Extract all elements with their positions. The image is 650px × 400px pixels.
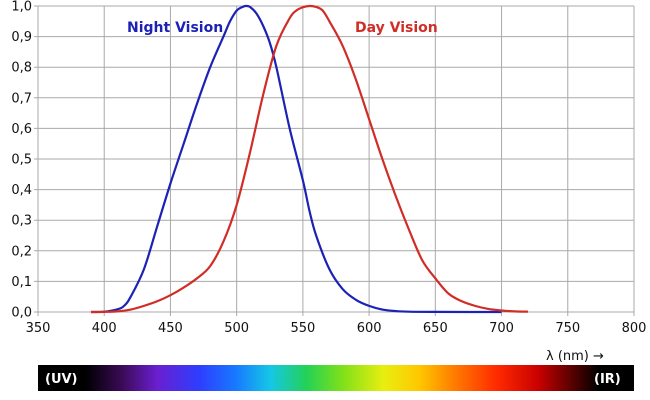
x-tick-label: 500 (224, 321, 249, 336)
x-tick-label: 350 (26, 321, 51, 336)
y-tick-label: 0,4 (11, 183, 32, 198)
x-tick-label: 600 (357, 321, 382, 336)
x-tick-label: 700 (489, 321, 514, 336)
x-tick-label: 650 (423, 321, 448, 336)
spectrum-label-uv: (UV) (45, 372, 78, 387)
grid (34, 5, 635, 316)
y-tick-label: 0,0 (11, 306, 32, 321)
y-tick-label: 1,0 (11, 0, 32, 15)
x-tick-labels: 350 400 450 500 550 600 650 700 750 800 (26, 321, 647, 336)
x-tick-label: 550 (290, 321, 315, 336)
spectrum-label-ir: (IR) (594, 372, 621, 387)
y-tick-labels: 0,0 0,1 0,2 0,3 0,4 0,5 0,6 0,7 0,8 0,9 1,0 (11, 0, 32, 321)
y-tick-label: 0,8 (11, 61, 32, 76)
x-tick-label: 400 (92, 321, 117, 336)
series-line-night-vision (90, 4, 502, 314)
series-label-day-vision: Day Vision (355, 20, 438, 36)
y-tick-label: 0,6 (11, 122, 32, 137)
x-tick-label: 450 (158, 321, 183, 336)
y-tick-label: 0,9 (11, 30, 32, 45)
y-tick-label: 0,1 (11, 275, 32, 290)
spectrum-bar (38, 365, 634, 391)
series-label-night-vision: Night Vision (127, 20, 223, 36)
x-tick-label: 800 (622, 321, 647, 336)
x-axis-label: λ (nm) → (546, 349, 604, 364)
y-tick-label: 0,7 (11, 91, 32, 106)
series-line-day-vision (90, 4, 529, 314)
y-tick-label: 0,5 (11, 153, 32, 168)
y-tick-label: 0,3 (11, 214, 32, 229)
y-tick-label: 0,2 (11, 244, 32, 259)
x-tick-label: 750 (555, 321, 580, 336)
